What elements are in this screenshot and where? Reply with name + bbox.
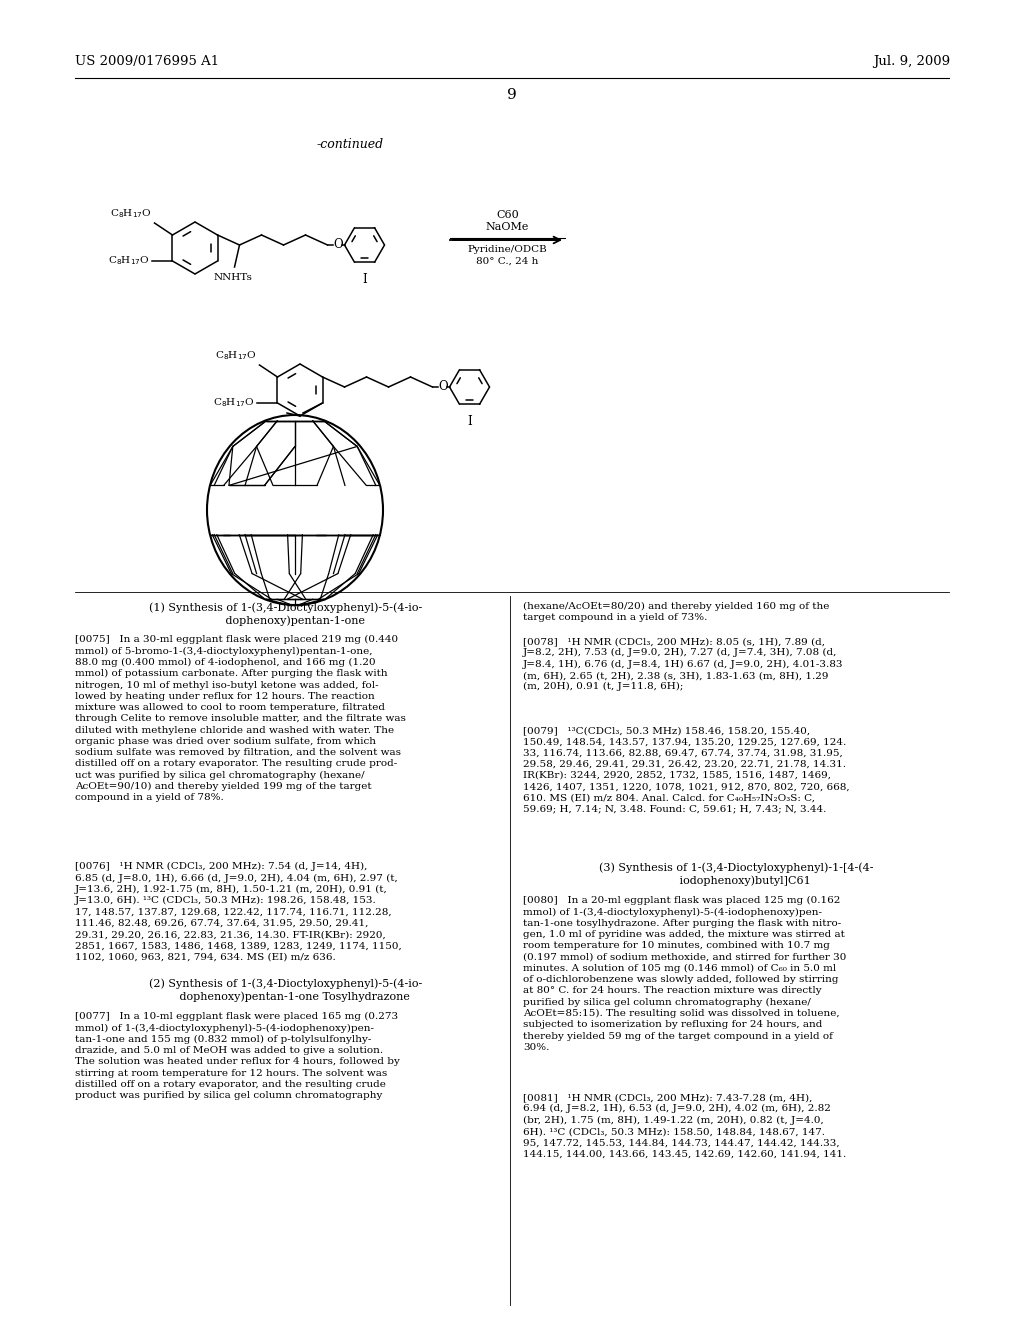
Text: NaOMe: NaOMe [485,222,529,232]
Text: (1) Synthesis of 1-(3,4-Dioctyloxyphenyl)-5-(4-io-
     dophenoxy)pentan-1-one: (1) Synthesis of 1-(3,4-Dioctyloxyphenyl… [150,602,423,626]
Text: C$_8$H$_{17}$O: C$_8$H$_{17}$O [213,396,255,409]
Text: NNHTs: NNHTs [213,273,252,282]
Text: C$_8$H$_{17}$O: C$_8$H$_{17}$O [110,207,152,220]
Text: [0080]   In a 20-ml eggplant flask was placed 125 mg (0.162
mmol) of 1-(3,4-dioc: [0080] In a 20-ml eggplant flask was pla… [523,896,847,1052]
Text: [0079]   ¹³C(CDCl₃, 50.3 MHz) 158.46, 158.20, 155.40,
150.49, 148.54, 143.57, 13: [0079] ¹³C(CDCl₃, 50.3 MHz) 158.46, 158.… [523,726,850,813]
Text: Pyridine/ODCB: Pyridine/ODCB [468,246,548,253]
Text: 9: 9 [507,88,517,102]
Text: I: I [362,273,367,286]
Text: C$_8$H$_{17}$O: C$_8$H$_{17}$O [215,350,256,362]
Text: [0077]   In a 10-ml eggplant flask were placed 165 mg (0.273
mmol) of 1-(3,4-dio: [0077] In a 10-ml eggplant flask were pl… [75,1012,400,1100]
Text: C$_8$H$_{17}$O: C$_8$H$_{17}$O [108,255,150,268]
Text: O: O [334,239,343,252]
Text: C60: C60 [496,210,519,220]
Text: (2) Synthesis of 1-(3,4-Dioctyloxyphenyl)-5-(4-io-
     dophenoxy)pentan-1-one T: (2) Synthesis of 1-(3,4-Dioctyloxyphenyl… [150,978,423,1002]
Text: O: O [438,380,449,393]
Text: 80° C., 24 h: 80° C., 24 h [476,257,539,267]
Text: I: I [467,414,472,428]
Text: [0078]   ¹H NMR (CDCl₃, 200 MHz): 8.05 (s, 1H), 7.89 (d,
J=8.2, 2H), 7.53 (d, J=: [0078] ¹H NMR (CDCl₃, 200 MHz): 8.05 (s,… [523,638,844,692]
Text: (hexane/AcOEt=80/20) and thereby yielded 160 mg of the
target compound in a yiel: (hexane/AcOEt=80/20) and thereby yielded… [523,602,829,622]
Text: [0076]   ¹H NMR (CDCl₃, 200 MHz): 7.54 (d, J=14, 4H),
6.85 (d, J=8.0, 1H), 6.66 : [0076] ¹H NMR (CDCl₃, 200 MHz): 7.54 (d,… [75,862,401,961]
Text: (3) Synthesis of 1-(3,4-Dioctyloxyphenyl)-1-[4-(4-
     iodophenoxy)butyl]C61: (3) Synthesis of 1-(3,4-Dioctyloxyphenyl… [599,862,873,886]
Text: -continued: -continued [316,139,384,150]
Text: Jul. 9, 2009: Jul. 9, 2009 [872,55,950,69]
Text: [0081]   ¹H NMR (CDCl₃, 200 MHz): 7.43-7.28 (m, 4H),
6.94 (d, J=8.2, 1H), 6.53 (: [0081] ¹H NMR (CDCl₃, 200 MHz): 7.43-7.2… [523,1093,846,1159]
Text: US 2009/0176995 A1: US 2009/0176995 A1 [75,55,219,69]
Text: [0075]   In a 30-ml eggplant flask were placed 219 mg (0.440
mmol) of 5-bromo-1-: [0075] In a 30-ml eggplant flask were pl… [75,635,406,803]
